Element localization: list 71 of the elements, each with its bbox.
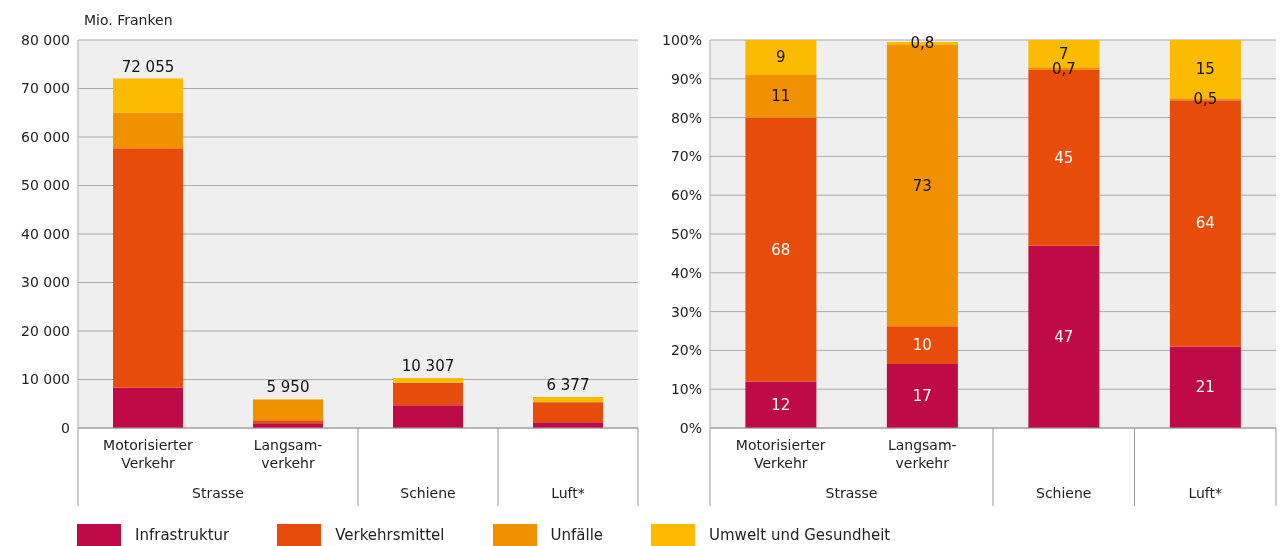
text: Strasse <box>192 485 244 501</box>
data-label: 47 <box>1054 327 1074 346</box>
bar <box>113 112 183 149</box>
bar <box>393 382 463 406</box>
y-tick-label: 70% <box>670 148 702 165</box>
x-tick-label: Motorisierter Verkehr <box>735 437 826 471</box>
y-tick-label: 30% <box>670 303 702 320</box>
bar <box>393 405 463 428</box>
y-tick-label: 50% <box>670 225 702 242</box>
y-tick-label: 80% <box>670 109 702 126</box>
y-tick-label: 20% <box>670 342 702 359</box>
y-tick-label: 30 000 <box>21 274 70 291</box>
y-tick-label: 80 000 <box>21 31 70 48</box>
y-tick-label: 10% <box>670 381 702 398</box>
bar <box>745 117 817 382</box>
bar <box>886 363 958 428</box>
y-tick-label: 0% <box>679 419 702 436</box>
bar <box>113 387 183 428</box>
data-label: 10 <box>912 336 932 355</box>
x-tick-label: Schiene <box>1036 485 1092 501</box>
x-tick-label: Langsam-verkehr <box>253 437 323 471</box>
data-label: 12 <box>771 395 791 414</box>
y-tick-label: 60 000 <box>21 128 70 145</box>
data-label: 11 <box>771 87 791 106</box>
bar <box>113 78 183 113</box>
y-axis-title: Mio. Franken <box>84 12 173 28</box>
y-tick-label: 90% <box>670 70 702 87</box>
y-tick-label: 0 <box>61 419 70 436</box>
bar <box>745 40 817 75</box>
x-tick-label: Luft* <box>551 485 585 501</box>
x-tick-label: Langsam-verkehr <box>887 437 957 471</box>
bar <box>1028 245 1100 428</box>
legend-label: Infrastruktur <box>135 526 230 544</box>
y-tick-label: 10 000 <box>21 371 70 388</box>
legend-label: Verkehrsmittel <box>335 526 445 544</box>
data-label: 0,5 <box>1193 90 1218 109</box>
x-tick-label: Schiene <box>400 485 456 501</box>
bar <box>253 399 323 421</box>
total-label: 10 307 <box>401 357 455 376</box>
y-tick-label: 50 000 <box>21 177 70 194</box>
text: Strasse <box>825 485 878 501</box>
y-tick-label: 20 000 <box>21 322 70 339</box>
bar <box>533 397 603 403</box>
data-label: 68 <box>771 240 791 259</box>
data-label: 45 <box>1054 148 1074 167</box>
bar <box>533 402 603 423</box>
legend-label: Umwelt und Gesundheit <box>709 526 891 544</box>
legend-label: Unfälle <box>550 526 604 544</box>
y-tick-label: 60% <box>670 187 702 204</box>
total-label: 5 950 <box>266 378 310 397</box>
bar <box>745 74 817 118</box>
total-label: 72 055 <box>121 57 175 76</box>
bar <box>253 420 323 424</box>
data-label: 9 <box>776 48 786 67</box>
data-label: 15 <box>1195 60 1215 79</box>
bar <box>745 381 817 428</box>
data-label: 64 <box>1195 214 1215 233</box>
data-label: 17 <box>912 386 932 405</box>
data-label: 21 <box>1195 378 1215 397</box>
bar <box>113 148 183 388</box>
bar <box>886 326 958 364</box>
y-tick-label: 40 000 <box>21 225 70 242</box>
x-tick-label: Luft* <box>1188 485 1223 501</box>
bar <box>393 378 463 383</box>
bar <box>1169 346 1241 428</box>
y-tick-label: 100% <box>661 31 702 48</box>
y-tick-label: 70 000 <box>21 80 70 97</box>
total-label: 6 377 <box>546 376 590 395</box>
x-tick-label: Motorisierter Verkehr <box>103 437 194 471</box>
y-tick-label: 40% <box>670 264 702 281</box>
data-label: 73 <box>912 176 932 195</box>
